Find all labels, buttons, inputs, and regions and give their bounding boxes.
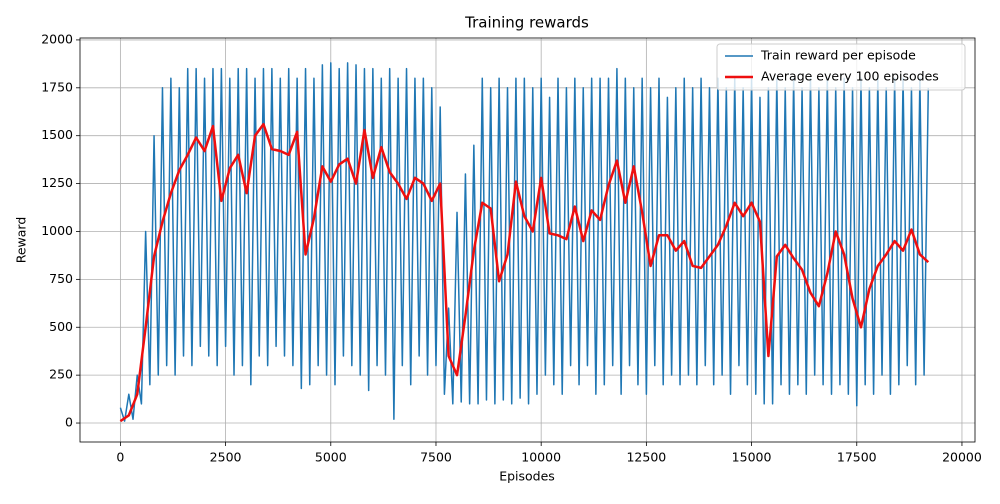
x-tick-label: 20000 <box>942 450 982 465</box>
x-tick-label: 5000 <box>315 450 347 465</box>
y-tick-label: 250 <box>49 367 73 382</box>
x-tick-label: 0 <box>116 450 124 465</box>
y-axis-label: Reward <box>14 217 29 264</box>
y-tick-label: 1250 <box>41 175 73 190</box>
x-tick-label: 12500 <box>626 450 666 465</box>
legend-label: Average every 100 episodes <box>761 69 939 84</box>
y-tick-label: 1000 <box>41 223 73 238</box>
x-tick-label: 17500 <box>837 450 877 465</box>
y-tick-label: 750 <box>49 271 73 286</box>
x-tick-label: 10000 <box>521 450 561 465</box>
legend-box <box>716 43 966 91</box>
x-tick-label: 15000 <box>732 450 772 465</box>
plot-lines <box>119 62 930 423</box>
series-line <box>119 122 930 423</box>
legend: Train reward per episode Average every 10… <box>716 43 966 91</box>
x-axis-label: Episodes <box>499 469 555 484</box>
y-tick-label: 500 <box>49 319 73 334</box>
x-tick-label: 2500 <box>210 450 242 465</box>
legend-label: Train reward per episode <box>760 48 916 63</box>
chart-title: Training rewards <box>464 14 589 32</box>
series-line <box>119 62 930 422</box>
y-tick-label: 1500 <box>41 127 73 142</box>
y-tick-label: 2000 <box>41 31 73 46</box>
ticks: 0 2500 5000 7500 10000 12500 15000 17500 20000 0 2… <box>41 31 982 464</box>
plot-frame <box>79 37 976 443</box>
y-tick-label: 1750 <box>41 79 73 94</box>
grid <box>80 38 975 442</box>
y-tick-label: 0 <box>65 415 73 430</box>
x-tick-label: 7500 <box>420 450 452 465</box>
